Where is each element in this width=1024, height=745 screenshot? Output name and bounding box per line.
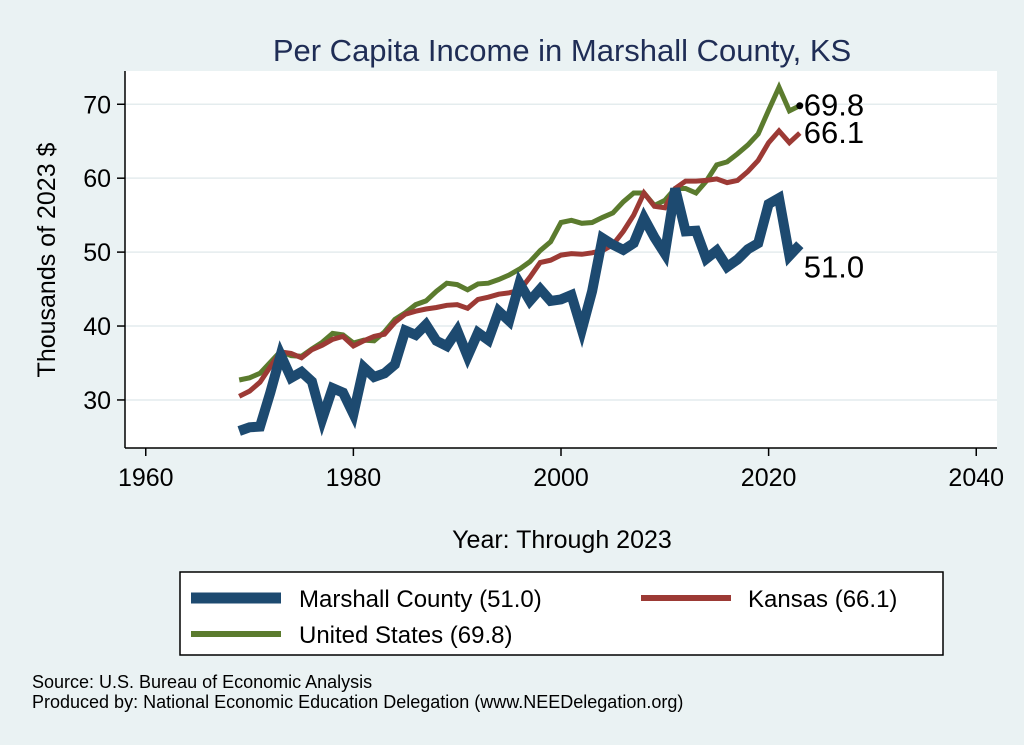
x-tick-label-2020: 2020 [741, 464, 797, 492]
y-ticks: 30 40 50 60 70 [83, 91, 125, 415]
end-labels: 69.866.1 51.0 [796, 88, 864, 285]
end-label-kansas: 66.1 [804, 115, 864, 150]
x-ticks: 1960 1980 2000 2020 2040 [118, 448, 1004, 492]
legend: Marshall County (51.0) Kansas (66.1) Uni… [179, 571, 944, 656]
end-label-united-states: 69.8 [804, 88, 864, 123]
legend-label-united-states: United States (69.8) [299, 622, 512, 649]
y-tick-label-30: 30 [83, 387, 111, 415]
gridlines [125, 103, 997, 401]
x-tick-label-1980: 1980 [326, 464, 382, 492]
x-tick-label-2040: 2040 [948, 464, 1004, 492]
legend-box [179, 571, 944, 656]
x-tick-label-1960: 1960 [118, 464, 174, 492]
end-label-marshall-county: 51.0 [804, 250, 864, 285]
x-tick-label-2000: 2000 [533, 464, 589, 492]
legend-label-kansas: Kansas (66.1) [748, 586, 897, 613]
y-tick-label-60: 60 [83, 165, 111, 193]
series-layer [237, 81, 804, 437]
y-tick-label-70: 70 [83, 91, 111, 119]
y-tick-label-40: 40 [83, 313, 111, 341]
source-note: Source: U.S. Bureau of Economic Analysis [32, 672, 373, 692]
y-axis-title: Thousands of 2023 $ [33, 142, 61, 377]
x-axis-title: Year: Through 2023 [452, 526, 672, 554]
plot-area [125, 71, 997, 448]
series-line-marshall-county [237, 187, 804, 437]
legend-label-marshall-county: Marshall County (51.0) [299, 586, 542, 613]
end-marker-united-states [796, 102, 804, 110]
chart-title: Per Capita Income in Marshall County, KS [273, 33, 851, 68]
producer-note: Produced by: National Economic Education… [32, 692, 684, 712]
y-tick-label-50: 50 [83, 239, 111, 267]
